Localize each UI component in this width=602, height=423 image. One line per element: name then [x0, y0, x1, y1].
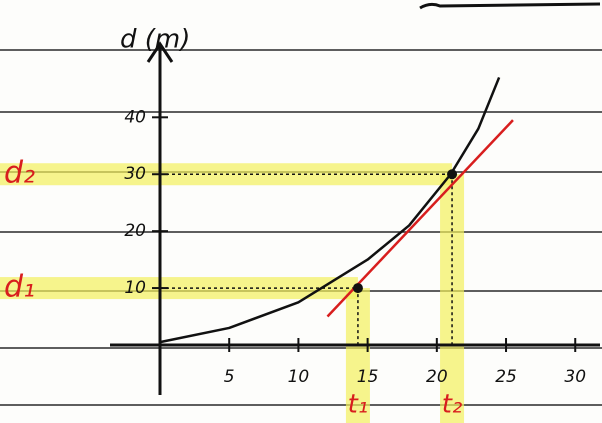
y-tick-label: 10 — [124, 278, 146, 298]
scribble — [420, 4, 600, 8]
point-label-y: d₁ — [4, 270, 35, 305]
x-tick-label: 20 — [426, 367, 448, 387]
x-tick-label: 10 — [288, 367, 310, 387]
x-tick-label: 15 — [357, 367, 379, 387]
x-tick-label: 5 — [224, 367, 235, 387]
x-tick-label: 25 — [495, 367, 517, 387]
y-tick-label: 20 — [124, 221, 146, 241]
y-axis-label: d (m) — [120, 25, 190, 55]
point-label-x: t₁ — [348, 390, 369, 420]
point — [447, 169, 457, 179]
y-tick-label: 40 — [124, 107, 146, 127]
point — [353, 283, 363, 293]
point-label-y: d₂ — [4, 156, 35, 191]
point-label-x: t₂ — [442, 390, 463, 420]
y-tick-label: 30 — [124, 164, 146, 184]
x-tick-label: 30 — [564, 367, 586, 387]
chart: d (m) 10 20 30 40 5 10 15 20 25 30 d₁ t₁ d₂ t₂ — [0, 0, 602, 423]
